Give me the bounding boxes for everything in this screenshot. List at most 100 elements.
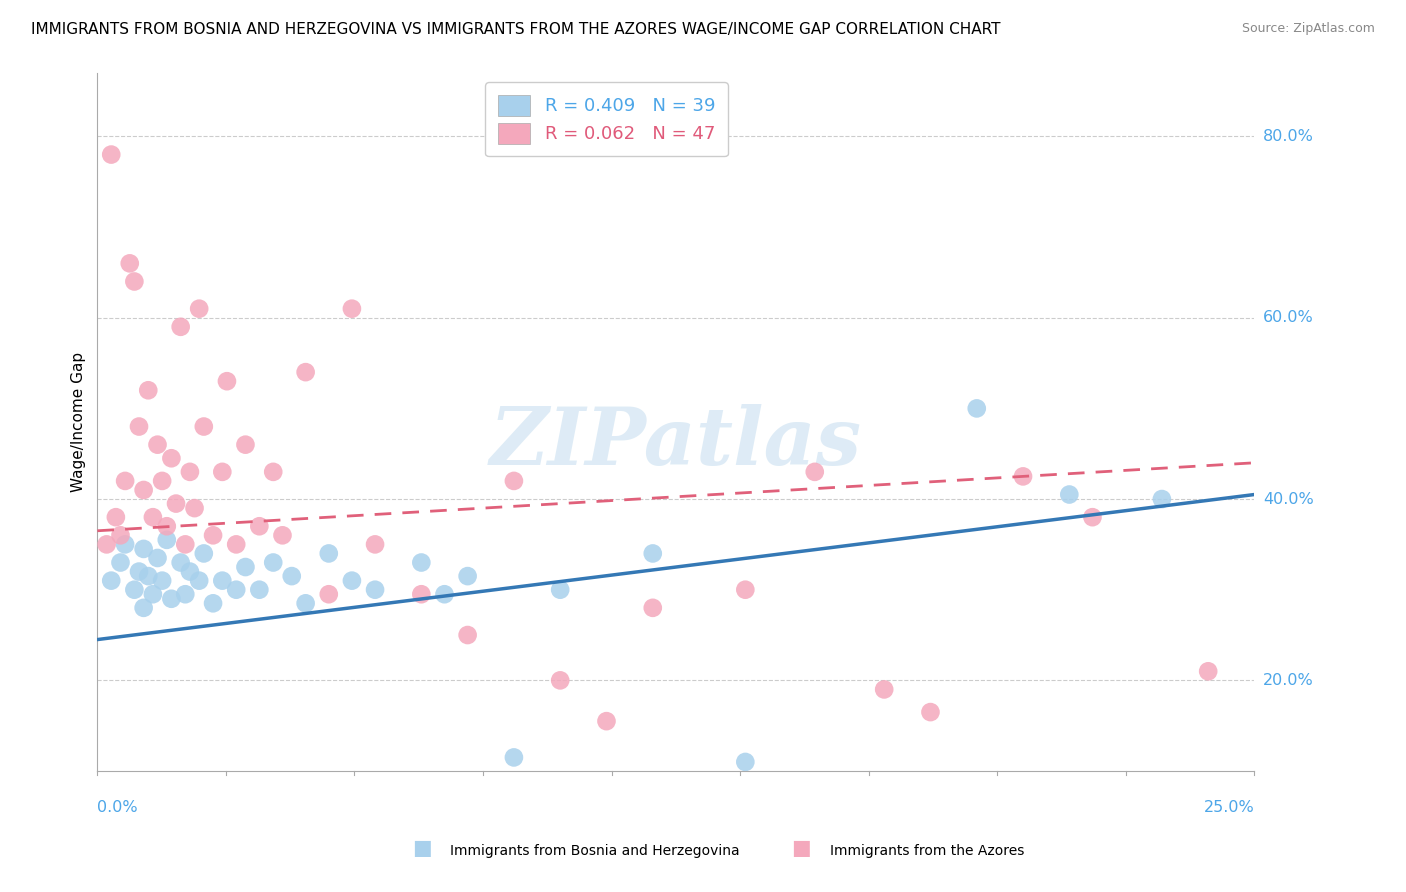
Point [100, 574, 122, 588]
Point [118, 256, 141, 270]
Point [160, 451, 183, 466]
Point [262, 556, 284, 570]
Point [124, 275, 146, 289]
Point [734, 755, 756, 769]
Point [169, 319, 191, 334]
Point [132, 600, 155, 615]
Text: 60.0%: 60.0% [1263, 310, 1313, 326]
Point [215, 374, 238, 388]
Point [411, 587, 433, 601]
Point [174, 537, 197, 551]
Point [202, 528, 225, 542]
Point [734, 582, 756, 597]
Point [188, 301, 211, 316]
Point [318, 587, 340, 601]
Point [457, 628, 479, 642]
Point [96, 537, 118, 551]
Point [136, 384, 159, 398]
Text: ■: ■ [412, 838, 432, 858]
Point [114, 537, 136, 551]
Point [364, 582, 387, 597]
Point [110, 556, 132, 570]
Point [156, 519, 179, 533]
Point [641, 546, 664, 560]
Point [966, 401, 988, 416]
Point [146, 437, 169, 451]
Text: 0.0%: 0.0% [97, 800, 138, 815]
Point [364, 537, 387, 551]
Point [873, 682, 896, 697]
Point [1150, 491, 1173, 506]
Point [179, 565, 201, 579]
Point [174, 587, 197, 601]
Text: Immigrants from Bosnia and Herzegovina: Immigrants from Bosnia and Herzegovina [450, 844, 740, 858]
Point [128, 419, 150, 434]
Point [548, 673, 571, 688]
Point [595, 714, 617, 728]
Point [294, 596, 316, 610]
Point [503, 750, 526, 764]
Point [142, 510, 165, 524]
Point [132, 483, 155, 497]
Point [1197, 665, 1219, 679]
Point [641, 600, 664, 615]
Point [179, 465, 201, 479]
Point [548, 582, 571, 597]
Point [1081, 510, 1104, 524]
Point [150, 474, 173, 488]
Point [503, 474, 526, 488]
Point [920, 705, 942, 719]
Point [1012, 469, 1035, 483]
Text: ZIPatlas: ZIPatlas [489, 404, 862, 482]
Point [124, 582, 146, 597]
Point [169, 556, 191, 570]
Point [193, 419, 215, 434]
Point [132, 541, 155, 556]
Point [340, 301, 363, 316]
Point [411, 556, 433, 570]
Point [1059, 487, 1081, 501]
Point [340, 574, 363, 588]
Y-axis label: Wage/Income Gap: Wage/Income Gap [72, 352, 86, 492]
Point [165, 497, 187, 511]
Point [803, 465, 825, 479]
Point [100, 147, 122, 161]
Point [318, 546, 340, 560]
Point [104, 510, 127, 524]
Point [281, 569, 304, 583]
Point [142, 587, 165, 601]
Point [146, 551, 169, 566]
Point [271, 528, 294, 542]
Point [211, 465, 233, 479]
Point [114, 474, 136, 488]
Legend: R = 0.409   N = 39, R = 0.062   N = 47: R = 0.409 N = 39, R = 0.062 N = 47 [485, 82, 728, 156]
Point [294, 365, 316, 379]
Point [225, 537, 247, 551]
Point [225, 582, 247, 597]
Point [110, 528, 132, 542]
Text: IMMIGRANTS FROM BOSNIA AND HERZEGOVINA VS IMMIGRANTS FROM THE AZORES WAGE/INCOME: IMMIGRANTS FROM BOSNIA AND HERZEGOVINA V… [31, 22, 1001, 37]
Text: 80.0%: 80.0% [1263, 129, 1313, 144]
Text: ■: ■ [792, 838, 811, 858]
Point [188, 574, 211, 588]
Point [433, 587, 456, 601]
Point [150, 574, 173, 588]
Point [128, 565, 150, 579]
Point [156, 533, 179, 547]
Text: 25.0%: 25.0% [1204, 800, 1254, 815]
Text: 20.0%: 20.0% [1263, 673, 1313, 688]
Point [262, 465, 284, 479]
Point [136, 569, 159, 583]
Text: 40.0%: 40.0% [1263, 491, 1313, 507]
Point [202, 596, 225, 610]
Point [193, 546, 215, 560]
Point [235, 560, 257, 574]
Point [211, 574, 233, 588]
Point [183, 501, 205, 516]
Point [160, 591, 183, 606]
Text: Immigrants from the Azores: Immigrants from the Azores [830, 844, 1024, 858]
Point [457, 569, 479, 583]
Point [247, 582, 270, 597]
Point [247, 519, 270, 533]
Point [235, 437, 257, 451]
